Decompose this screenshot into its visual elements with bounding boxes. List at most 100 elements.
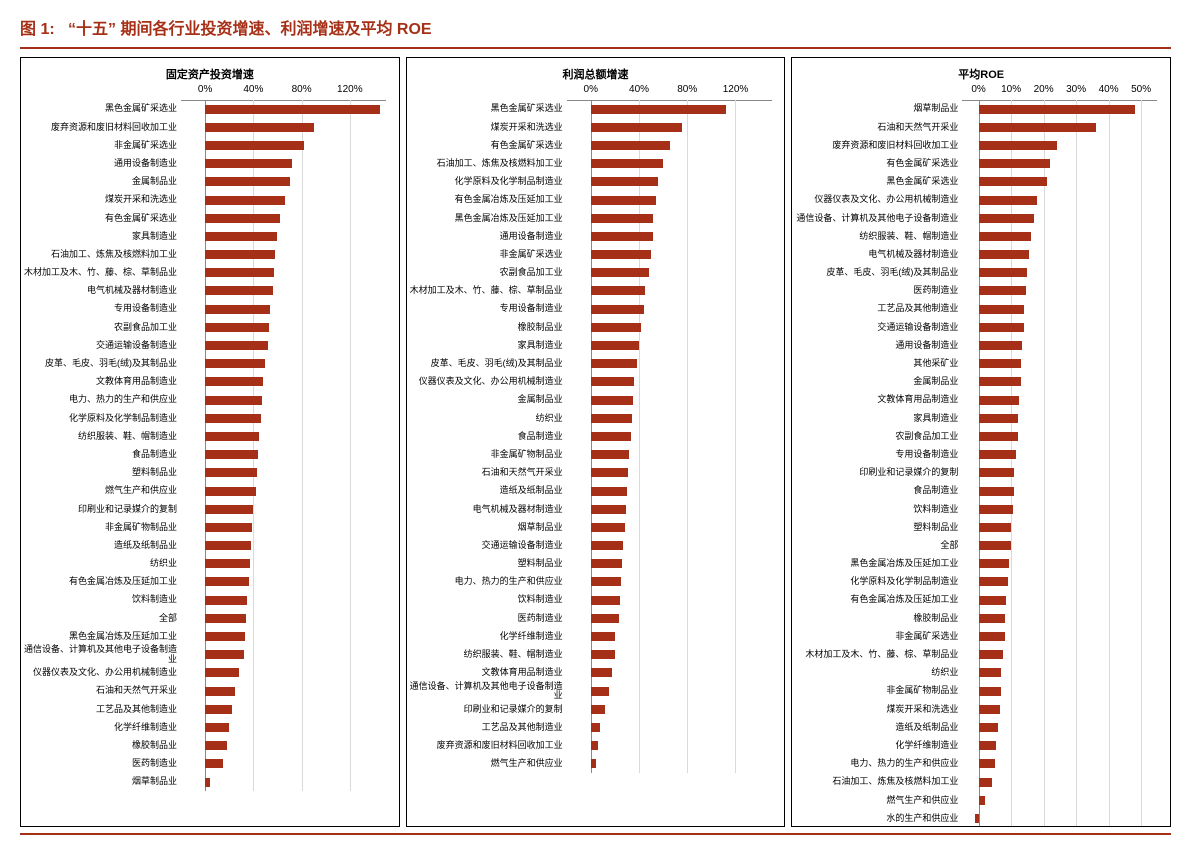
bar bbox=[205, 323, 269, 332]
bar bbox=[591, 487, 627, 496]
bar-row: 医药制造业 bbox=[407, 609, 785, 627]
bar-track bbox=[962, 227, 1157, 245]
bar-row: 石油加工、炼焦及核燃料加工业 bbox=[407, 155, 785, 173]
bar-label: 黑色金属矿采选业 bbox=[21, 104, 181, 113]
bar-row: 橡胶制品业 bbox=[792, 609, 1170, 627]
bar-label: 烟草制品业 bbox=[21, 777, 181, 786]
bar bbox=[979, 559, 1010, 568]
bar-track bbox=[962, 427, 1157, 445]
bar-row: 非金属矿采选业 bbox=[792, 627, 1170, 645]
bar-track bbox=[567, 573, 772, 591]
x-axis-labels: 0%40%80%120% bbox=[181, 84, 386, 100]
bar bbox=[205, 286, 273, 295]
bar-row: 农副食品加工业 bbox=[792, 427, 1170, 445]
bar-track bbox=[181, 755, 386, 773]
bar-label: 农副食品加工业 bbox=[21, 323, 181, 332]
bar-label: 家具制造业 bbox=[21, 232, 181, 241]
bar-row: 皮革、毛皮、羽毛(绒)及其制品业 bbox=[407, 355, 785, 373]
bar-track bbox=[181, 627, 386, 645]
bar bbox=[979, 523, 1012, 532]
bar-track bbox=[181, 318, 386, 336]
bar bbox=[591, 450, 630, 459]
bar-label: 文教体育用品制造业 bbox=[407, 668, 567, 677]
bar bbox=[591, 396, 633, 405]
bar bbox=[205, 705, 232, 714]
x-tick-label: 120% bbox=[337, 84, 363, 95]
bar-label: 仪器仪表及文化、办公用机械制造业 bbox=[21, 668, 181, 677]
bar-row: 交通运输设备制造业 bbox=[792, 318, 1170, 336]
bar-row: 燃气生产和供应业 bbox=[792, 791, 1170, 809]
bar-track bbox=[567, 336, 772, 354]
bar-track bbox=[181, 300, 386, 318]
bar-row: 化学纤维制造业 bbox=[21, 718, 399, 736]
bar bbox=[205, 541, 251, 550]
bar bbox=[205, 487, 256, 496]
bar-label: 电气机械及器材制造业 bbox=[407, 505, 567, 514]
bar bbox=[979, 214, 1034, 223]
bar-label: 有色金属矿采选业 bbox=[21, 214, 181, 223]
bar-track bbox=[962, 627, 1157, 645]
bar bbox=[979, 232, 1031, 241]
bar-row: 非金属矿物制品业 bbox=[407, 446, 785, 464]
bar-track bbox=[181, 500, 386, 518]
bar bbox=[979, 341, 1023, 350]
bar-row: 有色金属冶炼及压延加工业 bbox=[21, 573, 399, 591]
bar-track bbox=[181, 718, 386, 736]
bar-row: 木材加工及木、竹、藤、棕、草制品业 bbox=[792, 646, 1170, 664]
bar-label: 石油和天然气开采业 bbox=[792, 123, 962, 132]
bar-track bbox=[567, 446, 772, 464]
bar-track bbox=[962, 191, 1157, 209]
bar-label: 农副食品加工业 bbox=[792, 432, 962, 441]
chart-title: 利润总额增速 bbox=[407, 58, 785, 84]
bar-track bbox=[962, 664, 1157, 682]
plot-area: 黑色金属矿采选业废弃资源和废旧材料回收加工业非金属矿采选业通用设备制造业金属制品… bbox=[21, 100, 399, 791]
bar-track bbox=[567, 118, 772, 136]
bar bbox=[205, 359, 265, 368]
bar-label: 金属制品业 bbox=[407, 395, 567, 404]
bar-row: 工艺品及其他制造业 bbox=[21, 700, 399, 718]
bar-label: 燃气生产和供应业 bbox=[21, 486, 181, 495]
bar-track bbox=[181, 246, 386, 264]
bar-label: 通用设备制造业 bbox=[407, 232, 567, 241]
bar-label: 食品制造业 bbox=[792, 486, 962, 495]
bar bbox=[591, 323, 642, 332]
bar-track bbox=[962, 282, 1157, 300]
bar-row: 食品制造业 bbox=[21, 446, 399, 464]
bar-row: 通信设备、计算机及其他电子设备制造业 bbox=[407, 682, 785, 700]
bar-track bbox=[567, 173, 772, 191]
bar-row: 农副食品加工业 bbox=[21, 318, 399, 336]
bar-track bbox=[181, 518, 386, 536]
bar bbox=[979, 159, 1051, 168]
bar-track bbox=[181, 373, 386, 391]
bar-row: 造纸及纸制品业 bbox=[407, 482, 785, 500]
bar-track bbox=[181, 282, 386, 300]
bar-track bbox=[181, 464, 386, 482]
bar-label: 非金属矿采选业 bbox=[407, 250, 567, 259]
bar bbox=[591, 541, 624, 550]
bar bbox=[591, 432, 631, 441]
bar bbox=[205, 450, 258, 459]
bar-track bbox=[962, 209, 1157, 227]
bar-track bbox=[962, 809, 1157, 827]
bar-track bbox=[567, 282, 772, 300]
bar-label: 工艺品及其他制造业 bbox=[21, 705, 181, 714]
bar-row: 化学原料及化学制品制造业 bbox=[792, 573, 1170, 591]
bar-track bbox=[962, 791, 1157, 809]
bar-track bbox=[962, 518, 1157, 536]
bar-label: 工艺品及其他制造业 bbox=[407, 723, 567, 732]
bar bbox=[591, 414, 632, 423]
bar-track bbox=[181, 737, 386, 755]
bar-track bbox=[181, 482, 386, 500]
bar-track bbox=[181, 209, 386, 227]
bar-row: 纺织业 bbox=[792, 664, 1170, 682]
bar-track bbox=[962, 446, 1157, 464]
bar bbox=[979, 123, 1096, 132]
bar-row: 塑料制品业 bbox=[792, 518, 1170, 536]
bar-track bbox=[181, 155, 386, 173]
bar-label: 非金属矿物制品业 bbox=[792, 686, 962, 695]
bar bbox=[591, 468, 628, 477]
bar bbox=[979, 705, 1000, 714]
plot-area: 黑色金属矿采选业煤炭开采和洗选业有色金属矿采选业石油加工、炼焦及核燃料加工业化学… bbox=[407, 100, 785, 773]
x-tick-label: 80% bbox=[292, 84, 312, 95]
bar bbox=[205, 396, 262, 405]
